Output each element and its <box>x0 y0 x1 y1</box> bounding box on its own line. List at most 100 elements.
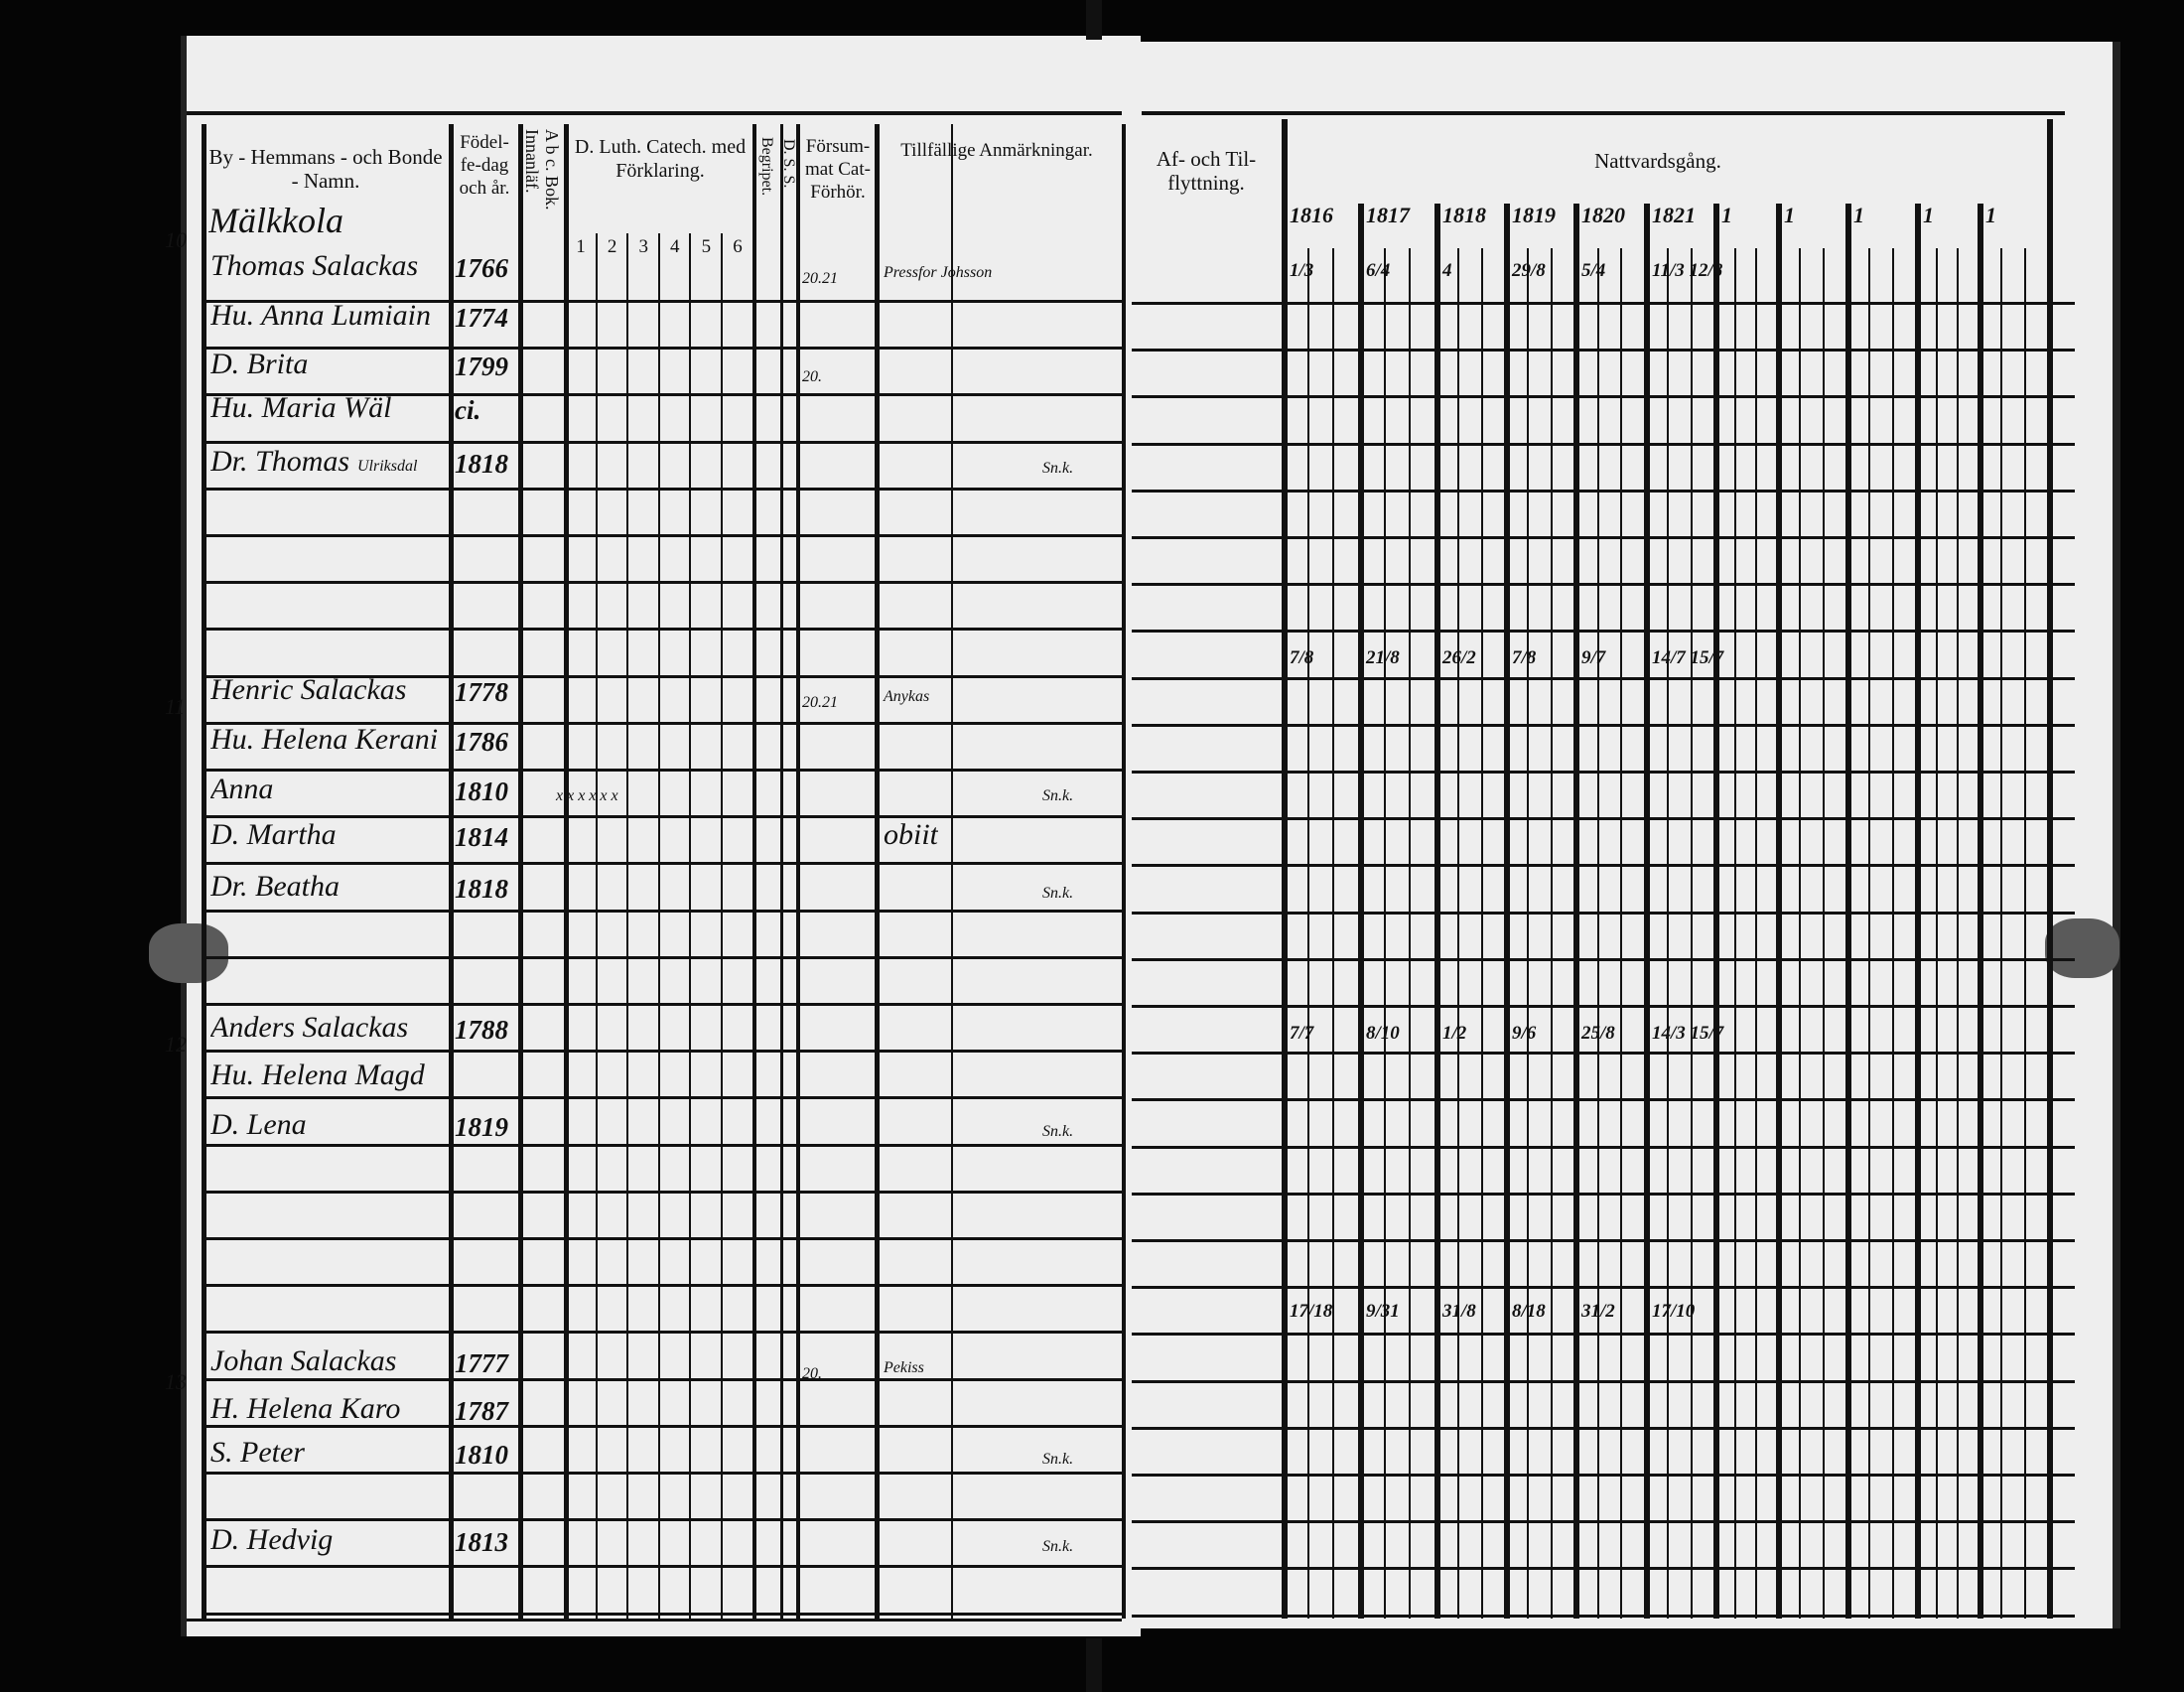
year-column-rule <box>2047 119 2053 1619</box>
communion-subrule <box>1799 248 1802 1619</box>
communion-subrule <box>1306 248 1309 1619</box>
row-rule <box>1132 1474 2075 1477</box>
row-rule <box>1132 1052 2075 1055</box>
year-label: 1820 <box>1581 203 1625 227</box>
year-column-rule <box>1713 204 1719 1619</box>
row-rule <box>202 1191 1122 1194</box>
right-thumb <box>2045 918 2119 978</box>
year-label: 1 <box>1985 203 1996 227</box>
year-column-rule <box>1845 204 1851 1619</box>
entry-birth-year: 1813 <box>455 1527 508 1557</box>
entry-remark: Sn.k. <box>1042 460 1074 477</box>
header-remarks: Tillfällige Anmärkningar. <box>900 140 1093 161</box>
row-rule <box>1132 864 2075 867</box>
entry-birth-year: 1818 <box>455 449 508 479</box>
row-rule <box>202 722 1122 725</box>
row-rule <box>1132 1286 2075 1289</box>
year-column-rule <box>1282 119 1288 1619</box>
communion-subrule <box>1383 248 1386 1619</box>
row-rule <box>1132 1193 2075 1196</box>
row-rule <box>1132 912 2075 915</box>
catechism-subrule <box>626 233 629 1619</box>
communion-mark: 14/3 15/7 <box>1652 1023 1724 1044</box>
entry-name: Johan Salackas <box>210 1344 397 1377</box>
row-rule <box>1132 724 2075 727</box>
entry-remark: Sn.k. <box>1042 1538 1074 1555</box>
entry-name: H. Helena Karo <box>210 1392 401 1425</box>
row-rule <box>202 393 1122 396</box>
row-rule <box>202 815 1122 818</box>
row-rule <box>1132 536 2075 539</box>
row-rule <box>202 1050 1122 1053</box>
year-label: 1 <box>1784 203 1795 227</box>
header-ds: D. S. S. <box>780 139 797 189</box>
communion-subrule <box>1755 248 1757 1619</box>
communion-subrule <box>1868 248 1871 1619</box>
header-forsummat: Försum-mat Cat-Förhör. <box>805 136 871 203</box>
entry-birth-year: 1774 <box>455 303 508 333</box>
margin-number: 12 <box>165 1032 187 1057</box>
communion-mark: 31/8 <box>1442 1301 1476 1322</box>
communion-subrule <box>1936 248 1938 1619</box>
column-rule <box>564 124 569 1619</box>
column-rule <box>875 124 880 1619</box>
communion-mark: 9/31 <box>1366 1301 1400 1322</box>
year-label: 1818 <box>1442 203 1486 227</box>
communion-mark: 14/7 15/7 <box>1652 647 1724 668</box>
year-column-rule <box>1358 204 1364 1619</box>
entry-birth-year: 1766 <box>455 253 508 283</box>
row-rule <box>202 1284 1122 1287</box>
row-rule <box>1132 771 2075 774</box>
entry-birth-year: 1799 <box>455 352 508 381</box>
entry-remark: Sn.k. <box>1042 1123 1074 1140</box>
communion-mark: 7/8 <box>1290 647 1314 668</box>
entry-remark: Sn.k. <box>1042 885 1074 902</box>
communion-mark: 29/8 <box>1512 260 1546 281</box>
row-rule <box>202 769 1122 772</box>
row-rule <box>1132 490 2075 493</box>
year-label: 1821 <box>1652 203 1696 227</box>
header-moving: Af- och Til-flyttning. <box>1156 147 1257 195</box>
row-rule <box>1132 677 2075 680</box>
entry-name: S. Peter <box>210 1436 305 1469</box>
right-page <box>1135 42 2120 1628</box>
communion-subrule <box>1332 248 1335 1619</box>
catechism-subcolumn-number: 2 <box>607 236 617 257</box>
row-rule <box>202 534 1122 537</box>
communion-mark: 8/18 <box>1512 1301 1546 1322</box>
row-rule <box>1132 583 2075 586</box>
column-rule <box>1122 124 1126 1619</box>
row-rule <box>1132 1098 2075 1101</box>
entry-name: Dr. Thomas <box>210 445 350 478</box>
entry-birth-year: 1788 <box>455 1015 508 1045</box>
communion-mark: 1/2 <box>1442 1023 1467 1044</box>
entry-birth-year: ci. <box>455 395 481 425</box>
entry-birth-year: 1810 <box>455 776 508 806</box>
row-rule <box>202 347 1122 350</box>
entry-name: Henric Salackas <box>210 673 407 706</box>
book-spine-top <box>1086 0 1102 40</box>
column-rule <box>796 124 800 1619</box>
row-rule <box>1132 1380 2075 1383</box>
entry-name: Anders Salackas <box>210 1011 409 1044</box>
row-rule <box>1132 302 2075 305</box>
book-spine-bottom <box>1086 1638 1102 1692</box>
year-label: 1819 <box>1512 203 1556 227</box>
header-begripet: Begripet. <box>758 137 775 197</box>
row-rule <box>1132 958 2075 961</box>
row-rule <box>202 862 1122 865</box>
margin-number: 10 <box>165 227 187 252</box>
bottom-rule <box>187 1619 1122 1622</box>
year-column-rule <box>1573 204 1579 1619</box>
row-rule <box>1132 817 2075 820</box>
communion-mark: 9/6 <box>1512 1023 1537 1044</box>
entry-forsummat: 20.21 <box>802 270 838 287</box>
year-label: 1817 <box>1366 203 1410 227</box>
communion-mark: 1/3 <box>1290 260 1314 281</box>
row-rule <box>202 581 1122 584</box>
entry-birth-year: 1787 <box>455 1396 508 1426</box>
row-rule <box>202 1613 1122 1616</box>
header-catechism: D. Luth. Catech. med Förklaring. <box>574 136 747 182</box>
communion-subrule <box>1527 248 1530 1619</box>
